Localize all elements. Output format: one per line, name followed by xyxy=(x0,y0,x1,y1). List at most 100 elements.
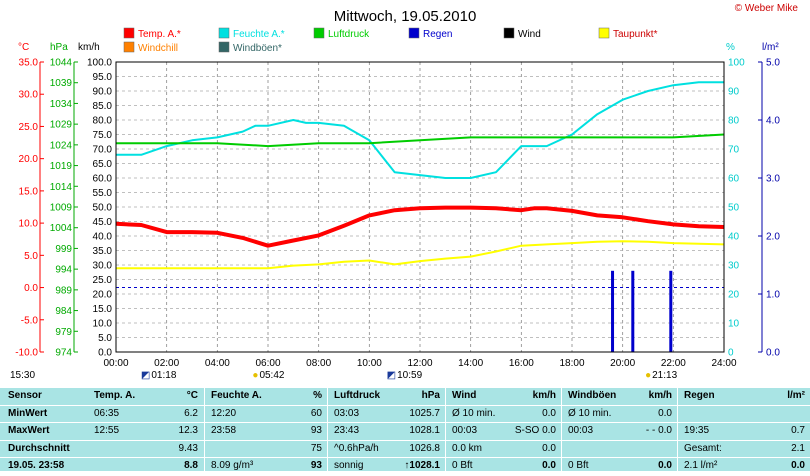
table-cell-row: 0 Bft 0.0 xyxy=(446,458,562,476)
table-column: Windböen km/h Ø 10 min. 0.0 00:03- - 0.0 0 Bf… xyxy=(561,388,678,476)
table-cell-row: sonnig ↑1028.1 xyxy=(328,458,446,476)
wind-tick-label: 35.0 xyxy=(93,246,113,257)
wind-tick-label: 85.0 xyxy=(93,101,113,112)
y-axes: 35.0 30.0 25.0 20.0 15.0 10.0 5.0 0.0 -5.0 -10.0 1… xyxy=(15,58,780,359)
wind-tick-label: 65.0 xyxy=(93,159,113,170)
table-cell-row: 0.0 km 0.0 xyxy=(446,441,562,459)
column-header: Regen l/m² xyxy=(678,388,810,406)
rain-tick-label: 4.0 xyxy=(766,116,780,127)
temp-tick-label: 30.0 xyxy=(19,90,39,101)
x-tick-label: 10:00 xyxy=(357,358,382,369)
rain-bar xyxy=(631,270,635,352)
row-label-avg: Durchschnitt xyxy=(0,441,88,459)
table-cell-row: 06:35 6.2 xyxy=(88,406,204,424)
table-cell-row: 12:55 12.3 xyxy=(88,423,204,441)
pressure-tick-label: 999 xyxy=(55,244,72,255)
table-cell-row: 9.43 xyxy=(88,441,204,459)
series-line xyxy=(115,205,725,248)
weather-chart: Mittwoch, 19.05.2010 Temp. A.* Feuchte A.… xyxy=(15,8,780,369)
pressure-tick-label: 974 xyxy=(55,348,72,359)
legend-label: Temp. A.* xyxy=(138,29,181,40)
humidity-tick-label: 50 xyxy=(728,203,740,214)
temp-tick-label: 15.0 xyxy=(19,186,39,197)
legend-label: Luftdruck xyxy=(328,29,370,40)
pressure-tick-label: 989 xyxy=(55,285,72,296)
table-cell-row: 00:03- - 0.0 xyxy=(562,423,678,441)
pressure-unit: hPa xyxy=(50,42,68,53)
table-cell-row: Gesamt: 2.1 xyxy=(678,441,810,459)
legend-swatch xyxy=(123,27,135,39)
x-tick-label: 20:00 xyxy=(610,358,635,369)
sun-moon-times: 15:30 ◩01:18 ●05:42 ◩10:59 ●21:13 xyxy=(0,370,810,384)
column-header: Temp. A. °C xyxy=(88,388,204,406)
rain-tick-label: 2.0 xyxy=(766,232,780,243)
humidity-tick-label: 40 xyxy=(728,232,740,243)
x-tick-label: 22:00 xyxy=(661,358,686,369)
time-label: ●05:42 xyxy=(252,370,285,381)
pressure-tick-label: 1009 xyxy=(50,203,73,214)
table-cell-row: 19:35 0.7 xyxy=(678,423,810,441)
wind-tick-label: 0.0 xyxy=(98,348,112,359)
chart-title: Mittwoch, 19.05.2010 xyxy=(334,8,477,25)
humidity-tick-label: 30 xyxy=(728,261,740,272)
table-cell-row: 03:03 1025.7 xyxy=(328,406,446,424)
legend-swatch xyxy=(218,41,230,53)
summary-table: Sensor MinWert MaxWert Durchschnitt 19.0… xyxy=(0,388,810,476)
table-cell-row xyxy=(678,406,810,424)
wind-tick-label: 50.0 xyxy=(93,203,113,214)
row-label-current: 19.05. 23:58 xyxy=(0,458,88,476)
table-cell-row: 23:43 1028.1 xyxy=(328,423,446,441)
humidity-tick-label: 10 xyxy=(728,319,740,330)
wind-unit: km/h xyxy=(78,42,100,53)
wind-tick-label: 90.0 xyxy=(93,87,113,98)
x-tick-label: 04:00 xyxy=(205,358,230,369)
legend-swatch xyxy=(218,27,230,39)
table-cell-row: 23:58 93 xyxy=(205,423,328,441)
legend-swatch xyxy=(598,27,610,39)
table-cell-row: Ø 10 min. 0.0 xyxy=(562,406,678,424)
wind-tick-label: 95.0 xyxy=(93,72,113,83)
series-line xyxy=(116,133,725,148)
row-label-max: MaxWert xyxy=(0,423,88,441)
series-lines xyxy=(115,81,725,270)
time-label: ◩10:59 xyxy=(386,370,423,381)
table-cell-row: Ø 10 min. 0.0 xyxy=(446,406,562,424)
row-label-min: MinWert xyxy=(0,406,88,424)
humidity-tick-label: 100 xyxy=(728,58,745,69)
wind-tick-label: 5.0 xyxy=(98,333,112,344)
rain-tick-label: 1.0 xyxy=(766,290,780,301)
time-label: ●21:13 xyxy=(645,370,678,381)
table-cell-row: ^0.6hPa/h 1026.8 xyxy=(328,441,446,459)
table-cell-row: 8.8 xyxy=(88,458,204,476)
table-cell-row: 00:03 S-SO 0.0 xyxy=(446,423,562,441)
x-tick-label: 12:00 xyxy=(407,358,432,369)
x-tick-label: 16:00 xyxy=(509,358,534,369)
legend-swatch xyxy=(503,27,515,39)
column-header: Luftdruck hPa xyxy=(328,388,446,406)
temp-tick-label: 20.0 xyxy=(19,154,39,165)
column-header: Windböen km/h xyxy=(562,388,678,406)
rain-unit: l/m² xyxy=(762,42,779,53)
humidity-tick-label: 60 xyxy=(728,174,740,185)
x-tick-label: 24:00 xyxy=(711,358,736,369)
wind-tick-label: 45.0 xyxy=(93,217,113,228)
wind-tick-label: 75.0 xyxy=(93,130,113,141)
sunrise-icon: ◩ xyxy=(140,370,151,381)
plot-frame xyxy=(115,61,725,353)
pressure-tick-label: 979 xyxy=(55,327,72,338)
temp-unit: °C xyxy=(18,42,29,53)
table-cell-row: 12:20 60 xyxy=(205,406,328,424)
humidity-tick-label: 20 xyxy=(728,290,740,301)
row-label-sensor: Sensor xyxy=(0,388,88,406)
pressure-tick-label: 1029 xyxy=(50,120,73,131)
table-column: Regen l/m² 19:35 0.7 Gesamt: 2.1 2.1 l/m² 0.0 xyxy=(677,388,810,476)
legend-label: Feuchte A.* xyxy=(233,29,285,40)
rain-tick-label: 0.0 xyxy=(766,348,780,359)
wind-tick-label: 25.0 xyxy=(93,275,113,286)
humidity-tick-label: 80 xyxy=(728,116,740,127)
x-tick-label: 14:00 xyxy=(458,358,483,369)
x-tick-label: 06:00 xyxy=(255,358,280,369)
table-cell-row: 2.1 l/m² 0.0 xyxy=(678,458,810,476)
legend-swatch xyxy=(408,27,420,39)
series-line xyxy=(116,81,724,179)
